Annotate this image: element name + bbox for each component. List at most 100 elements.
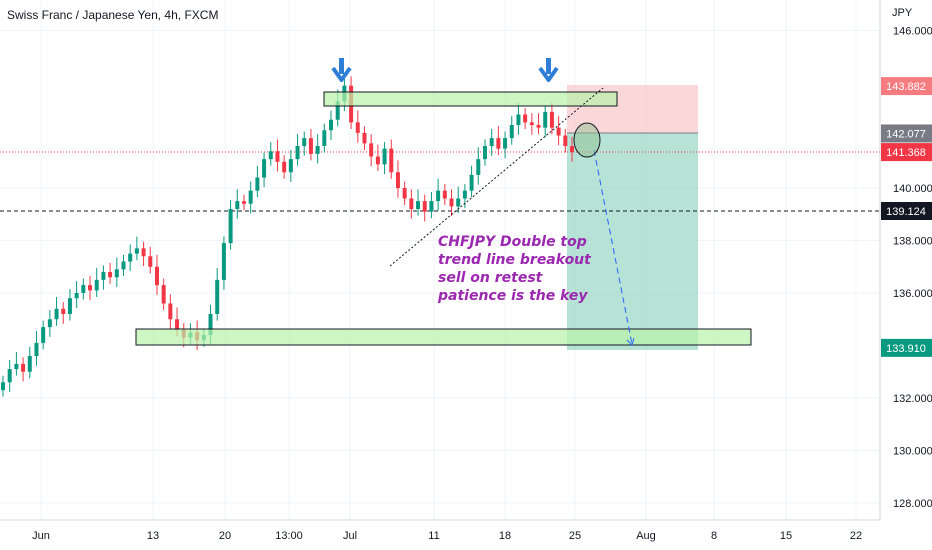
price-tag-label: 142.077 [886,128,926,140]
note-line: patience is the key [438,288,588,304]
price-tags: 143.882 142.077 141.368 139.124 133.910 [881,77,932,357]
x-tick-label: 22 [850,530,862,542]
x-tick-label: Jun [32,530,50,542]
price-tag [881,201,932,220]
candle-body [362,132,367,144]
price-tag-label: 143.882 [886,81,926,93]
candle-body [168,303,173,320]
candle-body [489,138,494,146]
y-tick-label: 140.000 [893,183,932,195]
candle-body [329,119,334,131]
projection-arrow [593,149,633,345]
y-tick-label: 128.000 [893,498,932,510]
resistance-box[interactable] [323,91,618,107]
candle-body [81,285,86,293]
x-tick-label: 18 [499,530,511,542]
candle-body [255,177,260,191]
price-tag-label: 139.124 [886,206,926,218]
candle-body [302,138,307,146]
candle-body [108,272,113,278]
x-tick-label: Jul [343,530,357,542]
candle-body [516,114,521,125]
candle-body [34,342,39,356]
candle-body [549,111,554,128]
candle-body [395,172,400,188]
candle-body [21,363,26,372]
candle-body [409,198,414,209]
candle-body [543,111,548,128]
candle-body [288,159,293,173]
candle-body [496,138,501,149]
candle-body [295,146,300,160]
candle-body [369,143,374,157]
candle-body [141,248,146,257]
candle-body [570,146,574,153]
candle-body [101,272,106,280]
arrow-down-icon [538,58,559,82]
y-tick-label: 146.000 [893,26,932,38]
retest-circle[interactable] [573,122,601,158]
candle-body [389,148,394,173]
y-tick-label: 130.000 [893,446,932,458]
projection-arrowhead [626,337,635,346]
candle-body [228,209,233,244]
chart-title: Swiss Franc / Japanese Yen, 4h, FXCM [7,8,219,22]
x-tick-label: 11 [428,530,439,542]
candle-body [416,201,421,209]
candle-body [469,174,474,191]
candle-body [47,319,52,328]
candles [1,76,574,397]
candle-body [503,138,508,149]
candle-body [7,369,12,383]
x-tick-label: 25 [569,530,581,542]
price-tag-label: 141.368 [886,147,926,159]
candle-body [67,298,72,314]
candle-body [335,101,340,120]
candle-body [436,190,441,202]
candle-body [27,356,32,372]
candle-body [121,261,126,270]
candle-body [322,130,327,146]
candle-body [208,314,213,335]
price-tag-label: 133.910 [886,343,926,355]
candle-body [563,135,568,146]
candle-body [61,308,66,314]
take-profit-zone[interactable] [567,133,698,350]
candle-body [248,190,253,204]
x-tick-label: 13 [147,530,159,542]
candle-body [282,161,287,173]
candle-body [442,190,447,199]
candle-body [422,201,427,212]
support-box[interactable] [135,328,752,346]
x-tick-label: Aug [636,530,656,542]
candle-body [482,146,487,160]
x-axis[interactable]: Jun 13 20 13:00 Jul 11 18 25 Aug 8 15 22 [32,530,862,542]
candle-body [402,188,407,199]
analysis-note: CHFJPY Double top trend line breakout se… [438,233,591,305]
candle-body [262,159,267,178]
x-tick-label: 15 [780,530,792,542]
note-line: CHFJPY Double top [438,234,587,250]
x-tick-label: 13:00 [275,530,303,542]
candle-body [268,151,273,160]
note-line: sell on retest [438,270,543,286]
candle-body [14,363,19,370]
candle-body [154,266,159,286]
y-tick-label: 136.000 [893,288,932,300]
y-axis[interactable]: 146.000 140.000 138.000 136.000 132.000 130.0… [893,26,932,511]
candle-body [355,122,360,133]
candle-body [382,148,387,165]
candle-body [462,190,467,199]
candle-body [148,256,153,267]
candle-body [241,201,246,204]
price-tag [881,143,932,162]
candle-body [114,269,119,278]
candle-body [275,151,280,162]
candle-body [476,159,481,175]
candle-body [529,122,534,125]
candle-body [375,156,380,165]
candle-body [449,198,454,207]
y-tick-label: 132.000 [893,393,932,405]
candle-body [88,285,93,291]
